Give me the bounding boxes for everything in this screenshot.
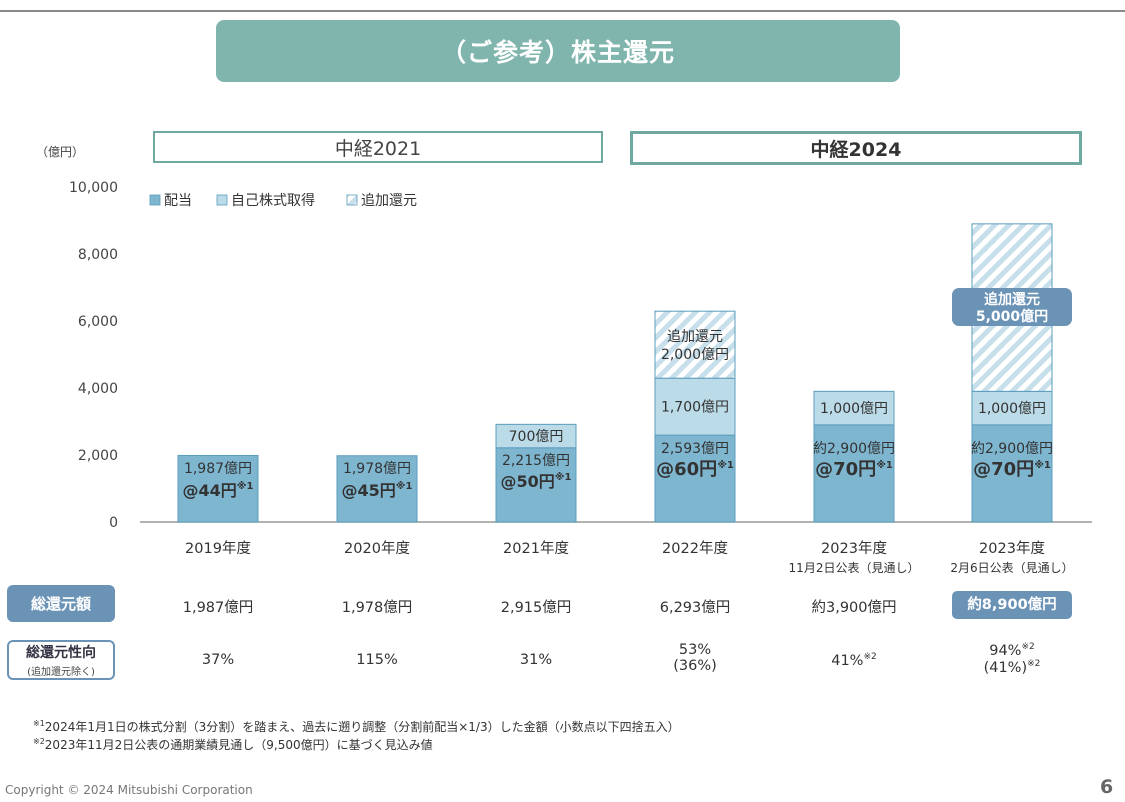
y-tick-label: 10,000: [69, 180, 118, 196]
x-category-label-2: 2021年度: [503, 540, 569, 557]
dividend-amount-label-2: 2,215億円: [502, 453, 570, 469]
legend-label-2: 追加還元: [361, 193, 417, 209]
footnote-2-text: 2023年11月2日公表の通期業績見通し（9,500億円）に基づく見込み値: [44, 738, 433, 752]
legend-label-1: 自己株式取得: [231, 192, 315, 209]
total-return-value-4: 約3,900億円: [811, 600, 897, 616]
y-tick-label: 4,000: [78, 381, 118, 397]
x-category-sublabel-4: 11月2日公表（見通し）: [789, 561, 920, 575]
total-return-value-2: 2,915億円: [500, 600, 572, 616]
bar-5-series-0: [971, 424, 1053, 523]
per-share-dividend-label-0: @44円※1: [183, 480, 254, 500]
per-share-dividend-label-3: @60円※1: [656, 459, 734, 480]
dividend-amount-label-0: 1,987億円: [184, 461, 252, 477]
payout-ratio-value-3: 53% (36%): [625, 642, 765, 674]
footnote-1: ※12024年1月1日の株式分割（3分割）を踏まえ、過去に遡り調整（分割前配当×…: [33, 718, 680, 735]
stacked-bar-chart: （億円） 0 2,000 4,000 6,000 8,000 10,000 配当 自己株式取…: [36, 145, 1092, 575]
bar-5-series-1: [971, 390, 1053, 426]
payout-ratio-value-0: 37%: [148, 652, 288, 668]
legend-swatch-2: [346, 194, 358, 206]
footnote-1-mark: ※1: [33, 719, 45, 728]
payout-ratio-line1-3: 53%: [678, 642, 712, 658]
bar-3-series-1: [654, 377, 736, 436]
x-category-label-0: 2019年度: [185, 540, 251, 557]
bar-4-series-1: [813, 390, 895, 426]
footnote-1-text: 2024年1月1日の株式分割（3分割）を踏まえ、過去に遡り調整（分割前配当×1/…: [44, 720, 680, 734]
y-tick-label: 0: [109, 515, 118, 531]
x-category-label-1: 2020年度: [344, 540, 410, 557]
total-return-value-1: 1,978億円: [341, 600, 413, 616]
y-tick-label: 2,000: [78, 448, 118, 464]
payout-ratio-line1-4: 41%※2: [831, 652, 877, 669]
payout-ratio-sublabel-text: (追加還元除く): [27, 667, 95, 678]
payout-ratio-line1-0: 37%: [201, 652, 235, 668]
additional-return-callout: [952, 288, 1072, 326]
payout-ratio-line1-5: 94%※2: [989, 642, 1035, 659]
total-return-value-0: 1,987億円: [182, 600, 254, 616]
additional-return-amount-5: 5,000億円: [976, 308, 1048, 325]
payout-ratio-line2-3: (36%): [673, 658, 717, 674]
payout-ratio-label-text: 総還元性向: [26, 645, 96, 661]
bar-3-series-2: [654, 310, 736, 379]
x-category-sublabel-5: 2月6日公表（見通し）: [950, 561, 1073, 575]
total-return-label: 総還元額: [7, 585, 115, 622]
dividend-amount-label-4: 約2,900億円: [813, 441, 895, 457]
additional-return-label-3: 追加還元: [667, 329, 723, 345]
legend-swatch-1: [216, 194, 228, 206]
payout-ratio-value-2: 31%: [466, 652, 606, 668]
bar-1-series-0: [336, 455, 418, 523]
bar-2-series-1: [495, 423, 577, 449]
payout-ratio-value-5: 94%※2 (41%)※2: [942, 642, 1082, 676]
bar-4-series-0: [813, 424, 895, 523]
footnote-2-mark: ※2: [33, 737, 45, 746]
payout-ratio-value-4: 41%※2: [784, 652, 924, 669]
dividend-amount-label-5: 約2,900億円: [971, 441, 1053, 457]
buyback-amount-label-5: 1,000億円: [978, 401, 1046, 417]
buyback-amount-label-4: 1,000億円: [820, 401, 888, 417]
per-share-dividend-label-1: @45円※1: [342, 480, 413, 500]
dividend-amount-label-3: 2,593億円: [661, 441, 729, 457]
dividend-amount-label-1: 1,978億円: [343, 461, 411, 477]
bar-2-series-0: [495, 447, 577, 523]
payout-ratio-value-1: 115%: [307, 652, 447, 668]
page-number: 6: [1100, 776, 1114, 798]
payout-ratio-line1-1: 115%: [356, 652, 398, 668]
x-category-label-5: 2023年度: [979, 540, 1045, 557]
payout-ratio-line1-2: 31%: [519, 652, 553, 668]
copyright: Copyright © 2024 Mitsubishi Corporation: [5, 783, 253, 797]
additional-return-label-5: 追加還元: [984, 291, 1040, 308]
per-share-dividend-label-4: @70円※1: [815, 459, 893, 480]
period-label-2024: 中経2024: [630, 131, 1082, 165]
y-tick-label: 6,000: [78, 314, 118, 330]
payout-ratio-line2-5: (41%)※2: [983, 658, 1041, 676]
buyback-amount-label-3: 1,700億円: [661, 400, 729, 416]
bar-3-series-0: [654, 434, 736, 523]
footnote-2: ※22023年11月2日公表の通期業績見通し（9,500億円）に基づく見込み値: [33, 736, 433, 753]
total-return-label-text: 総還元額: [30, 595, 91, 613]
period-label-2021: 中経2021: [153, 131, 603, 163]
y-axis-unit-label: （億円）: [36, 145, 84, 159]
total-return-value-5: 約8,900億円: [952, 591, 1072, 619]
legend-swatch-0: [149, 194, 161, 206]
buyback-amount-label-2: 700億円: [509, 429, 564, 445]
total-return-value-3: 6,293億円: [659, 600, 731, 616]
x-category-label-3: 2022年度: [662, 540, 728, 557]
page-title: （ご参考）株主還元: [216, 20, 900, 82]
top-rule: [0, 10, 1125, 12]
per-share-dividend-label-5: @70円※1: [973, 459, 1051, 480]
x-category-label-4: 2023年度: [821, 540, 887, 557]
y-tick-label: 8,000: [78, 247, 118, 263]
legend-label-0: 配当: [164, 193, 192, 209]
additional-return-amount-3: 2,000億円: [661, 347, 729, 363]
per-share-dividend-label-2: @50円※1: [501, 471, 572, 491]
total-payout-ratio-label: 総還元性向 (追加還元除く): [7, 640, 115, 680]
bar-0-series-0: [177, 454, 259, 523]
